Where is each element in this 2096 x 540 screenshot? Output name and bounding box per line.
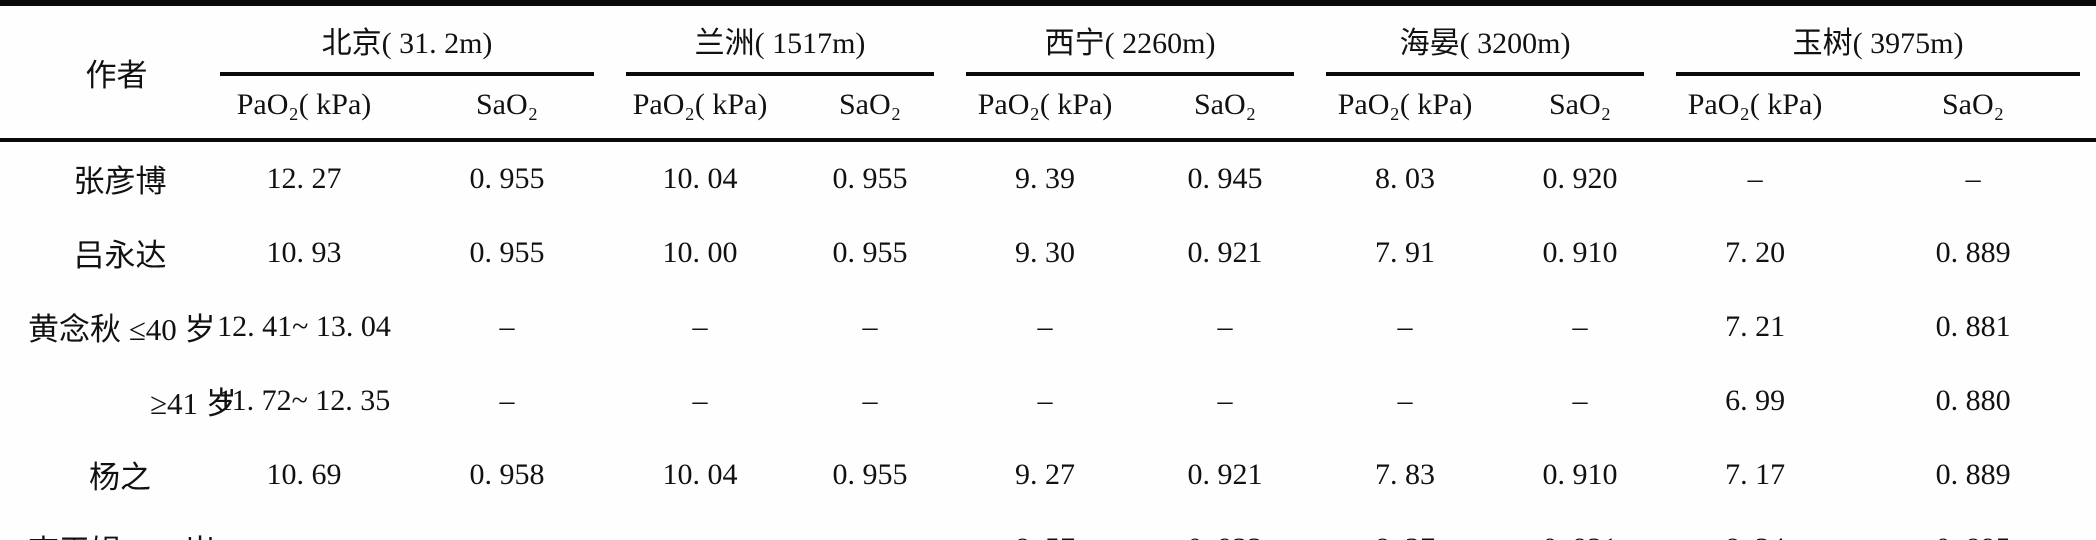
group-header-haiyan: 海晏( 3200m) <box>1310 3 1660 76</box>
sao2-header-beijing: SaO₂ <box>475 88 539 121</box>
group-header-lanzhou: 兰洲( 1517m) <box>610 3 950 76</box>
table-cell: 8. 57 <box>950 512 1140 540</box>
author-cell: 杨之 <box>89 460 151 495</box>
table-cell: – <box>499 383 515 417</box>
table-cell: 9. 30 <box>1015 235 1076 269</box>
pao2-header-beijing: PaO₂( kPa) <box>236 88 372 121</box>
group-header-beijing: 北京( 31. 2m) <box>204 3 610 76</box>
table-cell: 0. 920 <box>1542 161 1618 195</box>
table-cell: – <box>692 309 708 343</box>
table-cell: 8. 37 <box>1310 512 1500 540</box>
table-cell: 10. 04 <box>662 457 738 491</box>
table-cell: 0. 910 <box>1542 457 1618 491</box>
table-cell: – <box>499 309 515 343</box>
table-cell: 0. 889 <box>1935 457 2011 491</box>
author-cell: 黄念秋 ≤40 岁 <box>28 312 216 347</box>
table-cell: 0. 880 <box>1935 383 2011 417</box>
group-header-xining: 西宁( 2260m) <box>950 3 1310 76</box>
table-cell: 0. 955 <box>832 235 908 269</box>
measure-header-row: PaO₂( kPa) SaO₂ PaO₂( kPa) SaO₂ PaO₂( kP… <box>0 76 2096 140</box>
table-cell: 7. 17 <box>1725 457 1786 491</box>
table-row: 黄念秋 ≤40 岁 12. 41~ 13. 04 – – – – – – – 7… <box>0 290 2096 364</box>
table-cell: 0. 921 <box>1500 512 1660 540</box>
table-cell: – <box>204 512 404 540</box>
pao2-header-lanzhou: PaO₂( kPa) <box>632 88 768 121</box>
table-cell: – <box>1572 383 1588 417</box>
sao2-header-xining: SaO₂ <box>1193 88 1257 121</box>
city-header-row: 作者 北京( 31. 2m) 兰洲( 1517m) 西宁( 2260m) 海晏(… <box>0 3 2096 93</box>
table-cell: – <box>1397 309 1413 343</box>
pao2-header-yushu: PaO₂( kPa) <box>1687 88 1823 121</box>
table-cell: – <box>862 309 878 343</box>
table-row: ≥41 岁 11. 72~ 12. 35 – – – – – – – 6. 99… <box>0 364 2096 438</box>
table-row: 张彦博 12. 27 0. 955 10. 04 0. 955 9. 39 0.… <box>0 140 2096 216</box>
table-cell: 0. 955 <box>469 235 545 269</box>
table-cell: – <box>1217 309 1233 343</box>
table-cell: – <box>1747 161 1763 195</box>
table-cell: – <box>1572 309 1588 343</box>
table-cell: 0. 921 <box>1187 235 1263 269</box>
table-cell: 9. 39 <box>1015 161 1076 195</box>
pao2-header-haiyan: PaO₂( kPa) <box>1337 88 1473 121</box>
city-label-xining: 西宁( 2260m) <box>966 16 1295 76</box>
table-body: 张彦博 12. 27 0. 955 10. 04 0. 955 9. 39 0.… <box>0 140 2096 540</box>
table-cell: 0. 958 <box>469 457 545 491</box>
table-cell: 0. 881 <box>1935 309 2011 343</box>
sao2-header-lanzhou: SaO₂ <box>838 88 902 121</box>
table-cell: 0. 955 <box>469 161 545 195</box>
table-cell: – <box>790 512 950 540</box>
table-cell: 6. 99 <box>1725 383 1786 417</box>
author-cell: 吕永达 <box>73 238 167 273</box>
table-cell: 10. 04 <box>662 161 738 195</box>
table-cell: 12. 41~ 13. 04 <box>217 309 391 343</box>
table-row: 吕永达 10. 93 0. 955 10. 00 0. 955 9. 30 0.… <box>0 216 2096 290</box>
table-cell: – <box>1037 383 1053 417</box>
table-header: 作者 北京( 31. 2m) 兰洲( 1517m) 西宁( 2260m) 海晏(… <box>0 3 2096 140</box>
table-cell: – <box>1397 383 1413 417</box>
author-cell: 张彦博 <box>73 164 167 199</box>
table-cell: 0. 955 <box>832 457 908 491</box>
table-cell: 0. 910 <box>1542 235 1618 269</box>
table-cell: 7. 83 <box>1375 457 1436 491</box>
group-header-yushu: 玉树( 3975m) <box>1660 3 2096 76</box>
author-column-header: 作者 <box>85 57 148 93</box>
table-cell: 12. 27 <box>266 161 342 195</box>
table-cell: 0. 895 <box>1850 512 2096 540</box>
table-row: 杨之 10. 69 0. 958 10. 04 0. 955 9. 27 0. … <box>0 438 2096 512</box>
author-cell: 李玉娟 ≤14 岁 <box>0 512 216 540</box>
table-cell: – <box>692 383 708 417</box>
city-label-lanzhou: 兰洲( 1517m) <box>626 16 935 76</box>
table-cell: – <box>1965 161 1981 195</box>
city-label-haiyan: 海晏( 3200m) <box>1326 16 1645 76</box>
table-cell: – <box>1217 383 1233 417</box>
table-cell: 0. 955 <box>832 161 908 195</box>
table-cell: 10. 93 <box>266 235 342 269</box>
table-cell: – <box>610 512 790 540</box>
table-cell: 7. 20 <box>1725 235 1786 269</box>
table-cell: 8. 24 <box>1660 512 1850 540</box>
table-cell: 8. 03 <box>1375 161 1436 195</box>
author-cell: ≥41 岁 <box>150 386 237 421</box>
table-cell: 0. 933 <box>1140 512 1310 540</box>
table-cell: 0. 921 <box>1187 457 1263 491</box>
table-cell: 0. 945 <box>1187 161 1263 195</box>
table-cell: – <box>404 512 610 540</box>
sao2-header-haiyan: SaO₂ <box>1548 88 1612 121</box>
table-cell: – <box>862 383 878 417</box>
table-row: 李玉娟 ≤14 岁 – – – – 8. 57 0. 933 8. 37 0. … <box>0 512 2096 540</box>
table-cell: 10. 00 <box>662 235 738 269</box>
city-label-yushu: 玉树( 3975m) <box>1676 16 2081 76</box>
table-cell: 10. 69 <box>266 457 342 491</box>
table-cell: 11. 72~ 12. 35 <box>217 383 391 417</box>
table-cell: 7. 91 <box>1375 235 1436 269</box>
table-cell: 0. 889 <box>1935 235 2011 269</box>
table-cell: 7. 21 <box>1725 309 1786 343</box>
city-label-beijing: 北京( 31. 2m) <box>220 16 595 76</box>
table-cell: 9. 27 <box>1015 457 1076 491</box>
table-cell: – <box>1037 309 1053 343</box>
pao2-header-xining: PaO₂( kPa) <box>977 88 1113 121</box>
sao2-header-yushu: SaO₂ <box>1942 88 2005 121</box>
